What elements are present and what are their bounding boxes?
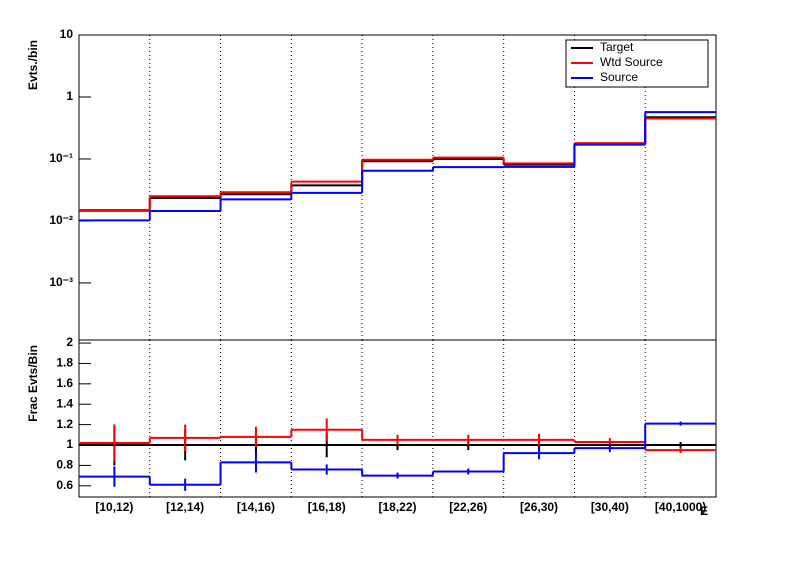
- y-tick-label: 0.8: [56, 458, 73, 472]
- x-tick-label: [18,22): [378, 500, 416, 514]
- x-tick-label: [40,1000): [655, 500, 706, 514]
- y-tick-label: 1: [66, 437, 73, 451]
- y-axis-label: Evts./bin: [26, 40, 40, 90]
- y-tick-label: 1.8: [56, 356, 73, 370]
- legend-label: Wtd Source: [600, 55, 663, 69]
- x-axis-label: E: [700, 504, 708, 518]
- y-axis-label: Frac Evts/Bin: [26, 345, 40, 422]
- y-tick-label: 0.6: [56, 478, 73, 492]
- y-tick-label: 2: [66, 335, 73, 349]
- y-tick-label: 1: [66, 89, 73, 103]
- x-tick-label: [26,30): [520, 500, 558, 514]
- plot-frame: [78, 339, 717, 498]
- y-tick-label: 1.4: [56, 396, 73, 410]
- y-tick-label: 10⁻¹: [49, 151, 73, 165]
- legend-label: Source: [600, 70, 638, 84]
- x-tick-label: [22,26): [449, 500, 487, 514]
- y-tick-label: 1.2: [56, 417, 73, 431]
- x-tick-label: [14,16): [237, 500, 275, 514]
- x-tick-label: [10,12): [95, 500, 133, 514]
- x-tick-label: [16,18): [308, 500, 346, 514]
- legend-label: Target: [600, 40, 634, 54]
- y-tick-label: 10: [60, 27, 74, 41]
- y-tick-label: 10⁻³: [49, 275, 73, 289]
- x-tick-label: [12,14): [166, 500, 204, 514]
- x-tick-label: [30,40): [591, 500, 629, 514]
- y-tick-label: 1.6: [56, 376, 73, 390]
- y-tick-label: 10⁻²: [49, 213, 73, 227]
